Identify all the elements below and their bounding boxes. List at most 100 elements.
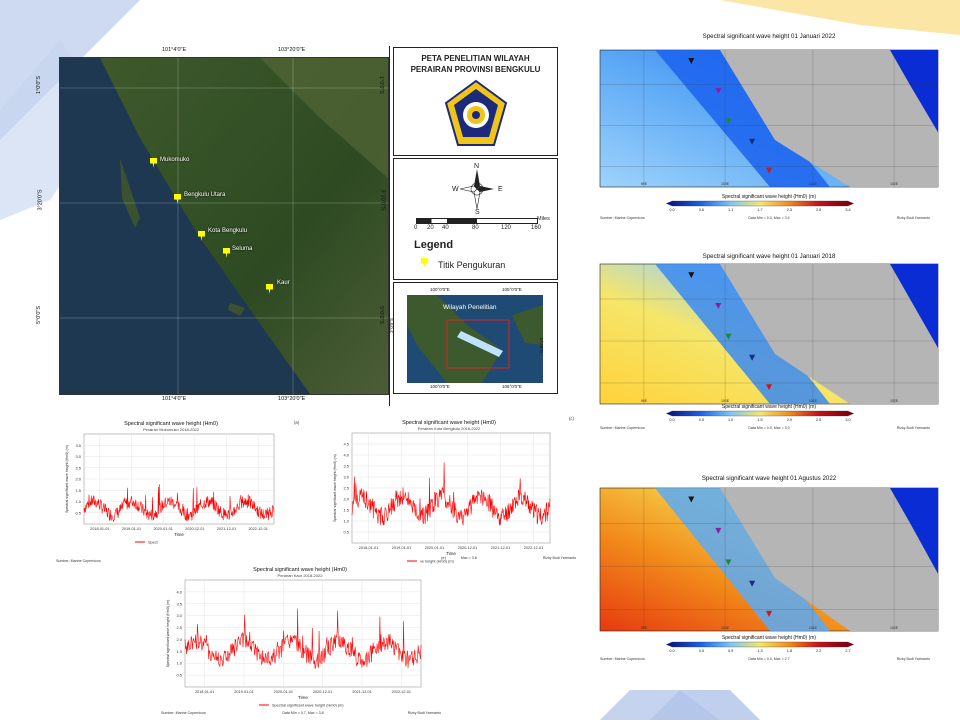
y-tick-label: 1.0 <box>75 499 81 504</box>
wave-map-title: Spectral significant wave height 01 Agus… <box>702 475 837 482</box>
x-tick-label: 2020-12-01 <box>458 546 477 550</box>
timeseries-svg: Spectral significant wave height (Hm0)Pe… <box>56 421 275 563</box>
east-sea-patch <box>890 264 938 348</box>
station-marker-icon <box>766 384 772 391</box>
station-marker-icon <box>688 57 695 64</box>
y-tick-label: 1.5 <box>75 488 81 493</box>
station-marker-icon <box>749 580 756 587</box>
chart-title: Spectral significant wave height (Hm0) <box>402 420 496 426</box>
y-tick-label: 0.5 <box>343 530 349 535</box>
station-marker-icon <box>715 527 722 534</box>
colorbar-tick: 1.5 <box>757 418 762 422</box>
legend-item-label: Titik Pengukuran <box>438 260 506 270</box>
y-axis-label: Spectral significant wave height (Hm0) (… <box>65 445 69 513</box>
y-tick-label: 3.0 <box>75 454 81 459</box>
pin-seluma <box>223 248 230 258</box>
map-title-box: PETA PENELITIAN WILAYAH PERAIRAN PROVINS… <box>393 47 558 156</box>
colorbar-tick: 0.0 <box>669 649 674 653</box>
map-coord-right-1: 1°0'0"S <box>378 75 385 95</box>
y-axis-label: Spectral significant wave height (Hm0) (… <box>166 600 170 668</box>
inset-coord-bottom-2: 105°0'0"E <box>502 384 522 389</box>
source-text: Max = 3.8 <box>461 556 477 560</box>
colorbar-label: Spectral significant wave height (Hm0) (… <box>722 404 817 410</box>
stats-text: Data Min = 0.7, Max = 3.8 <box>282 711 323 715</box>
x-axis-label: Time <box>298 695 308 700</box>
wave-map-jan-2018: Spectral significant wave height 01 Janu… <box>594 250 944 440</box>
x-axis-label: Time <box>174 532 184 537</box>
wave-map-field: 99E 100E 101E 102E <box>599 487 939 632</box>
y-tick-label: 2.0 <box>176 637 182 642</box>
map-title-line1: PETA PENELITIAN WILAYAH <box>421 54 530 63</box>
map-coord-left-1: 1°0'0"S <box>36 75 43 95</box>
pin-mukomuko <box>150 158 157 168</box>
x-tick-label: 2020-01-01 <box>274 690 293 694</box>
legend-box: N S W E 0 20 40 80 120 160 Miles Legend … <box>393 158 558 280</box>
colorbar-tick: 2.3 <box>787 208 792 212</box>
map-title-line2: PERAIRAN PROVINSI BENGKULU <box>410 65 541 74</box>
map-x-label: 100E <box>721 182 730 186</box>
chart-title: Spectral significant wave height (Hm0) <box>124 421 218 427</box>
station-marker-icon <box>715 88 722 95</box>
colorbar-tick: 0.5 <box>699 649 704 653</box>
timeseries-chart-kaur: Spectral significant wave height (Hm0) Pe… <box>155 548 445 720</box>
colorbar-tick: 1.0 <box>728 418 733 422</box>
compass-e: E <box>498 186 503 193</box>
inset-satellite-image <box>407 295 543 383</box>
station-label-seluma: Seluma <box>232 246 253 252</box>
chart-title: Spectral significant wave height (Hm0) <box>253 567 347 573</box>
author-text: Rizky Budi Yarmanto <box>408 711 441 715</box>
inset-coord-left: 3°0'0"S <box>388 318 394 333</box>
inset-coord-top-2: 105°0'0"E <box>502 287 522 292</box>
panel-letter-c: (c) <box>569 416 574 421</box>
colorbar-tick: 3.0 <box>845 418 850 422</box>
chart-subtitle: Perairan Kaur 2018-2022 <box>278 573 324 578</box>
legend-label: ve height (Hm0) (m) <box>420 560 454 564</box>
wave-map-svg: Spectral significant wave height 01 Agus… <box>599 475 939 661</box>
colorbar-tick: 2.7 <box>845 649 850 653</box>
colorbar-min-arrow-icon <box>666 411 672 416</box>
map-coord-left-2: 3°20'0"S <box>37 189 44 211</box>
colorbar <box>671 641 849 648</box>
station-marker-icon <box>688 496 695 503</box>
y-tick-label: 3.5 <box>176 601 182 606</box>
colorbar-tick: 0.0 <box>669 208 674 212</box>
colorbar-tick: 1.3 <box>757 649 762 653</box>
y-tick-label: 4.5 <box>343 442 349 447</box>
colorbar-tick: 1.7 <box>757 208 762 212</box>
map-coord-bottom-1: 101°4'0"E <box>162 396 187 402</box>
colorbar-max-arrow-icon <box>848 201 854 206</box>
y-tick-label: 1.0 <box>343 519 349 524</box>
compass-s: S <box>475 209 480 216</box>
study-area-map: Mukomuko Bengkulu Utara Kota Bengkulu Se… <box>59 57 389 395</box>
colorbar-tick: 0.9 <box>728 649 733 653</box>
colorbar <box>671 200 849 207</box>
map-x-label: 101E <box>809 182 818 186</box>
colorbar-tick: 2.5 <box>816 418 821 422</box>
compass-n: N <box>474 163 480 170</box>
panel-letter-a: (a) <box>294 420 300 425</box>
inset-map-box: Wilayah Penelitian 100°0'0"E 105°0'0"E 1… <box>389 282 558 394</box>
map-x-label: 102E <box>890 182 899 186</box>
wave-map-field: 99E 100E 101E 102E <box>599 49 939 188</box>
y-tick-label: 4.0 <box>176 589 182 594</box>
legend-label: Spect <box>148 541 159 545</box>
scale-bar <box>416 218 538 224</box>
y-tick-label: 0.5 <box>176 673 182 678</box>
y-tick-label: 2.5 <box>343 486 349 491</box>
x-tick-label: 2018-01-01 <box>195 690 214 694</box>
x-axis-label: Time <box>446 551 456 556</box>
scale-tick-0: 0 <box>414 225 418 231</box>
map-x-label: 99E <box>641 399 648 403</box>
colorbar-label: Spectral significant wave height (Hm0) (… <box>722 635 817 641</box>
inset-coord-top-1: 100°0'0"E <box>430 287 450 292</box>
y-tick-label: 2.5 <box>176 625 182 630</box>
y-tick-label: 1.5 <box>343 508 349 513</box>
scale-unit: Miles <box>537 216 550 222</box>
timeseries-chart-mukomuko: Spectral significant wave height (Hm0) Pe… <box>50 418 292 568</box>
station-marker-icon <box>688 272 695 279</box>
map-x-label: 99E <box>641 182 648 186</box>
y-tick-label: 4.0 <box>343 453 349 458</box>
scale-tick-1: 20 <box>427 225 434 231</box>
y-axis-label: Spectral significant wave height (Hm0) (… <box>333 454 337 522</box>
timeseries-svg: Spectral significant wave height (Hm0)Pe… <box>161 567 441 715</box>
